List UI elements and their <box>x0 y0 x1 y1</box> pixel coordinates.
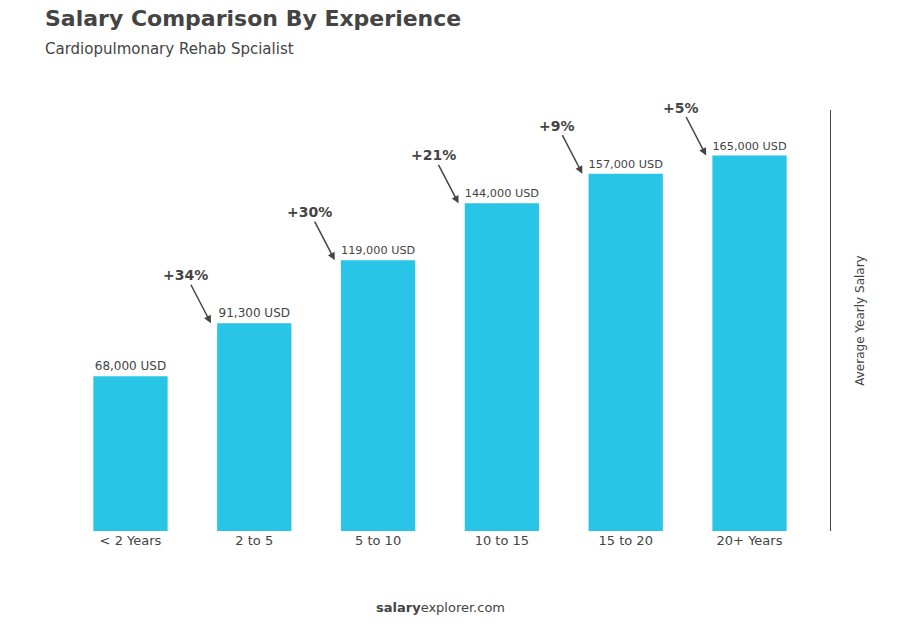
svg-text:+34%: +34% <box>163 267 208 283</box>
svg-text:salaryexplorer.com: salaryexplorer.com <box>376 600 505 615</box>
svg-text:+9%: +9% <box>539 118 575 134</box>
svg-text:68,000 USD: 68,000 USD <box>95 359 166 373</box>
svg-text:20+ Years: 20+ Years <box>717 533 783 548</box>
svg-text:15 to 20: 15 to 20 <box>599 533 653 548</box>
svg-text:Average Yearly Salary: Average Yearly Salary <box>853 255 867 385</box>
svg-text:+5%: +5% <box>663 100 699 116</box>
svg-text:165,000 USD: 165,000 USD <box>712 140 787 153</box>
svg-text:+30%: +30% <box>287 204 332 220</box>
svg-text:Salary Comparison By Experienc: Salary Comparison By ExperienceCardiopul… <box>45 6 461 59</box>
svg-text:5 to 10: 5 to 10 <box>355 533 401 548</box>
svg-text:144,000 USD: 144,000 USD <box>465 187 540 200</box>
svg-text:10 to 15: 10 to 15 <box>475 533 529 548</box>
svg-text:+21%: +21% <box>411 147 456 163</box>
svg-text:157,000 USD: 157,000 USD <box>589 158 664 171</box>
svg-text:91,300 USD: 91,300 USD <box>219 306 290 320</box>
svg-text:< 2 Years: < 2 Years <box>100 533 162 548</box>
svg-text:2 to 5: 2 to 5 <box>235 533 273 548</box>
svg-text:119,000 USD: 119,000 USD <box>341 244 416 257</box>
